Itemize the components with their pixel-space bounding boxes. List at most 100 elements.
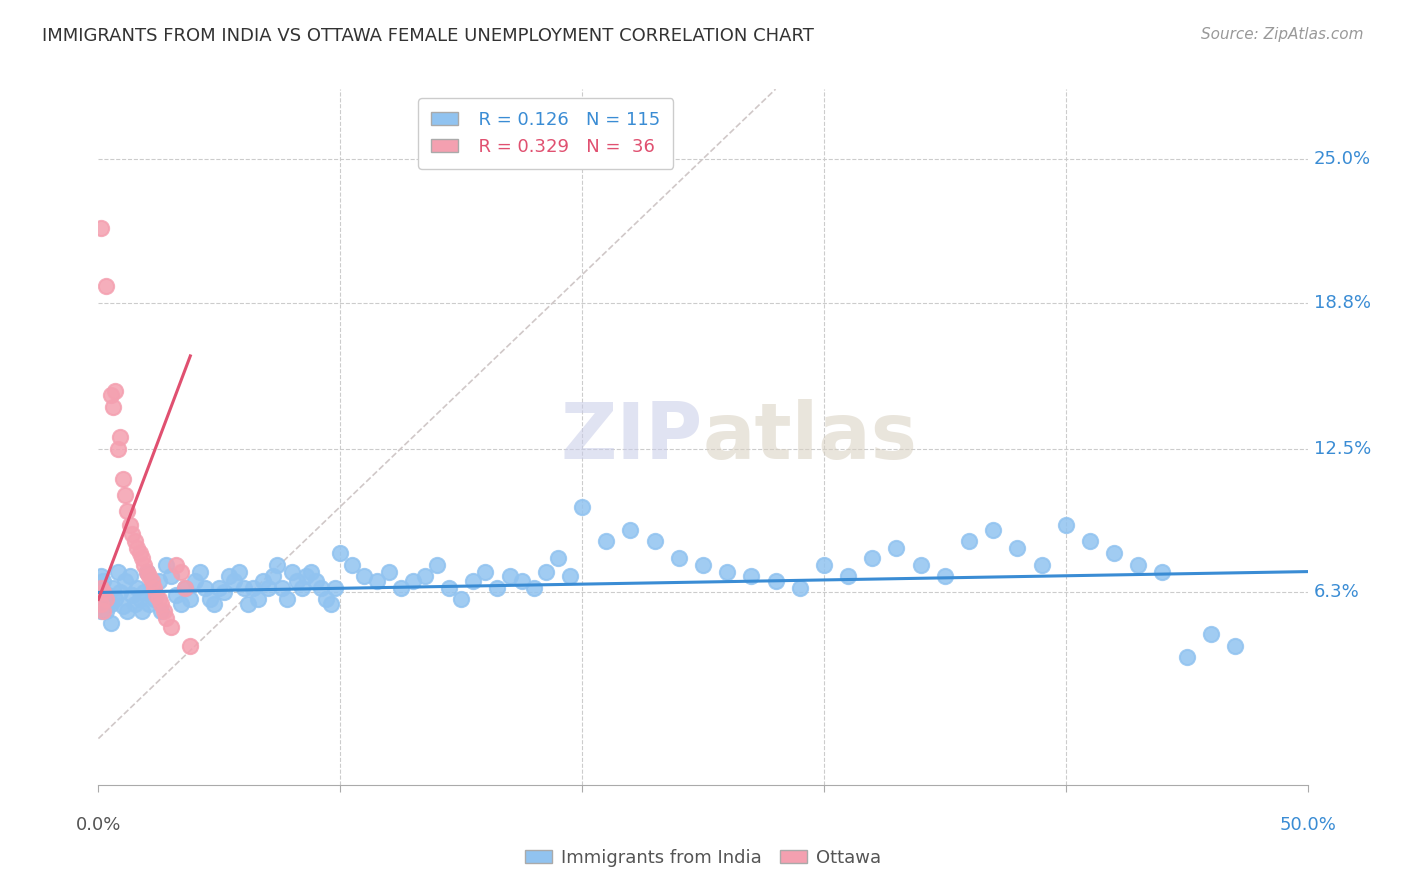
Point	[124, 597, 146, 611]
Point	[100, 615, 122, 630]
Point	[91, 604, 114, 618]
Point	[111, 599, 134, 614]
Point	[111, 472, 134, 486]
Point	[100, 388, 122, 402]
Point	[117, 604, 139, 618]
Point	[135, 565, 157, 579]
Point	[184, 574, 207, 588]
Point	[232, 581, 254, 595]
Point	[100, 597, 122, 611]
Point	[789, 581, 811, 595]
Point	[90, 569, 112, 583]
Point	[222, 574, 245, 588]
Point	[150, 604, 173, 618]
Point	[108, 430, 131, 444]
Point	[299, 565, 322, 579]
Point	[128, 546, 150, 560]
Point	[97, 588, 120, 602]
Point	[150, 597, 173, 611]
Point	[450, 592, 472, 607]
Point	[143, 592, 166, 607]
Point	[91, 585, 114, 599]
Point	[238, 597, 260, 611]
Point	[90, 585, 112, 599]
Point	[141, 581, 163, 595]
Point	[1199, 627, 1222, 641]
Point	[127, 581, 149, 595]
Point	[97, 597, 120, 611]
Point	[276, 592, 298, 607]
Legend: Immigrants from India, Ottawa: Immigrants from India, Ottawa	[517, 842, 889, 874]
Point	[94, 588, 117, 602]
Point	[534, 565, 557, 579]
Text: atlas: atlas	[703, 399, 918, 475]
Point	[155, 558, 177, 572]
Point	[740, 569, 762, 583]
Point	[179, 592, 201, 607]
Point	[558, 569, 581, 583]
Text: IMMIGRANTS FROM INDIA VS OTTAWA FEMALE UNEMPLOYMENT CORRELATION CHART: IMMIGRANTS FROM INDIA VS OTTAWA FEMALE U…	[42, 27, 814, 45]
Point	[121, 527, 143, 541]
Point	[837, 569, 859, 583]
Point	[290, 581, 312, 595]
Point	[212, 585, 235, 599]
Point	[121, 588, 143, 602]
Point	[169, 597, 191, 611]
Point	[94, 592, 117, 607]
Point	[90, 597, 112, 611]
Point	[118, 569, 141, 583]
Point	[668, 550, 690, 565]
Text: 18.8%: 18.8%	[1313, 293, 1371, 311]
Point	[131, 604, 153, 618]
Point	[619, 523, 641, 537]
Point	[1102, 546, 1125, 560]
Point	[426, 558, 449, 572]
Point	[1152, 565, 1174, 579]
Point	[1054, 518, 1077, 533]
Point	[402, 574, 425, 588]
Point	[101, 400, 124, 414]
Point	[155, 611, 177, 625]
Point	[353, 569, 375, 583]
Text: 50.0%: 50.0%	[1279, 816, 1336, 834]
Point	[138, 597, 160, 611]
Point	[413, 569, 436, 583]
Text: 0.0%: 0.0%	[76, 816, 121, 834]
Point	[510, 574, 533, 588]
Point	[94, 279, 117, 293]
Point	[285, 574, 308, 588]
Point	[329, 546, 352, 560]
Point	[377, 565, 399, 579]
Point	[595, 534, 617, 549]
Point	[1223, 639, 1246, 653]
Point	[134, 558, 156, 572]
Point	[523, 581, 546, 595]
Legend:   R = 0.126   N = 115,   R = 0.329   N =  36: R = 0.126 N = 115, R = 0.329 N = 36	[419, 98, 673, 169]
Point	[208, 581, 231, 595]
Point	[101, 581, 124, 595]
Point	[143, 581, 166, 595]
Point	[91, 597, 114, 611]
Point	[114, 488, 136, 502]
Point	[104, 592, 127, 607]
Point	[860, 550, 883, 565]
Point	[90, 604, 112, 618]
Text: ZIP: ZIP	[561, 399, 703, 475]
Point	[169, 565, 191, 579]
Point	[325, 581, 347, 595]
Point	[218, 569, 240, 583]
Point	[910, 558, 932, 572]
Point	[247, 592, 270, 607]
Point	[174, 581, 197, 595]
Point	[131, 550, 153, 565]
Point	[108, 585, 131, 599]
Point	[886, 541, 908, 556]
Point	[118, 518, 141, 533]
Point	[486, 581, 509, 595]
Point	[389, 581, 412, 595]
Point	[319, 597, 342, 611]
Point	[107, 565, 129, 579]
Point	[128, 592, 150, 607]
Point	[174, 581, 197, 595]
Point	[204, 597, 226, 611]
